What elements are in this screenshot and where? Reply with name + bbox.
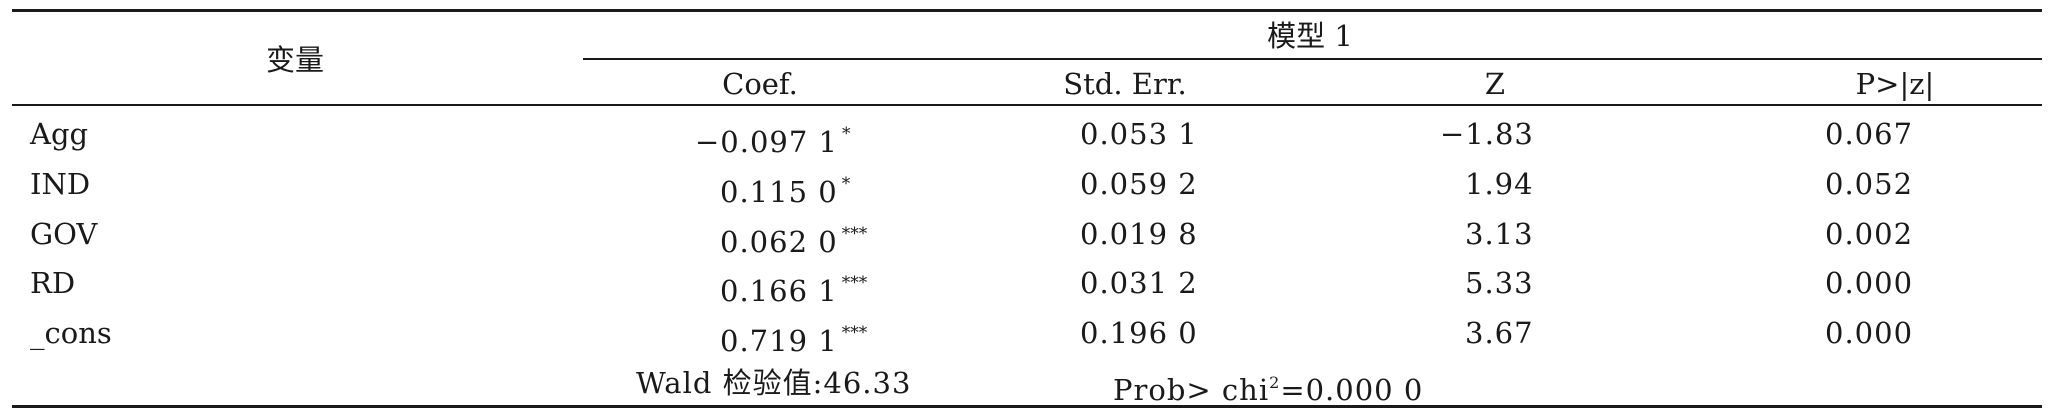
significance-mark: * [842,124,851,144]
p-value: 0.052 [1825,167,1914,201]
std-err-value: 0.196 0 [1080,316,1198,350]
row-label: GOV [30,217,98,251]
stub-header: 变量 [265,43,324,77]
coef-number: 0.719 1 [720,324,838,358]
significance-mark: *** [841,224,868,244]
coef-number: 0.166 1 [720,274,838,308]
coef-value: −0.097 1 * [695,114,851,162]
wald-statistic: Wald 检验值:46.33 [636,363,911,403]
prob-label: Prob> chi [1113,373,1270,407]
std-err-value: 0.019 8 [1080,217,1198,251]
coef-value: 0.062 0 *** [720,214,867,262]
p-value: 0.000 [1825,266,1914,300]
prob-value: =0.000 0 [1280,373,1424,407]
group-header: 模型 1 [1267,19,1353,53]
z-value: 3.13 [1465,217,1534,251]
col-header-std-err: Std. Err. [1063,67,1187,101]
row-label: _cons [30,316,112,350]
row-label: Agg [30,117,89,151]
significance-mark: *** [841,273,868,293]
top-rule [12,9,2042,12]
col-header-z: Z [1484,67,1506,101]
coef-number: 0.062 0 [720,225,838,259]
coef-number: 0.115 0 [720,175,838,209]
bottom-rule [12,405,2042,408]
chi-superscript: 2 [1269,373,1281,392]
header-rule [12,104,2042,106]
std-err-value: 0.031 2 [1080,266,1198,300]
p-value: 0.000 [1825,316,1914,350]
row-label: IND [30,167,91,201]
col-header-coef: Coef. [722,67,798,101]
row-label: RD [30,266,76,300]
z-value: −1.83 [1440,117,1534,151]
significance-mark: *** [841,323,868,343]
wald-value: 46.33 [823,366,912,400]
wald-label: Wald 检验值: [636,366,824,400]
z-value: 1.94 [1465,167,1534,201]
col-header-p: P>|z| [1855,67,1935,101]
std-err-value: 0.059 2 [1080,167,1198,201]
significance-mark: * [841,174,851,194]
z-value: 5.33 [1465,266,1534,300]
coef-value: 0.719 1 *** [720,313,867,361]
std-err-value: 0.053 1 [1080,117,1198,151]
z-value: 3.67 [1465,316,1534,350]
coef-value: 0.115 0 * [720,164,850,212]
coef-number: −0.097 1 [695,125,838,159]
p-value: 0.067 [1825,117,1914,151]
group-underline [583,58,2042,60]
prob-chi2: Prob> chi2=0.000 0 [1113,363,1423,410]
p-value: 0.002 [1825,217,1914,251]
coef-value: 0.166 1 *** [720,263,867,311]
